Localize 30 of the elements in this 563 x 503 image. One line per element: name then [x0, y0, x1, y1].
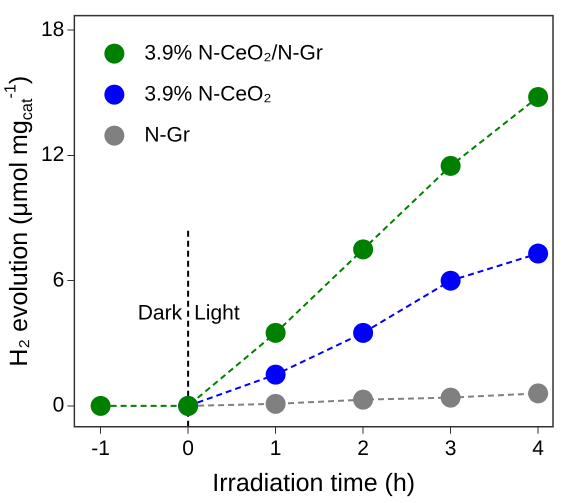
x-tick-label: 2: [357, 437, 369, 460]
legend-label: 3.9% N-CeO₂: [144, 82, 272, 106]
y-axis-title: H₂ evolution (μmol mgcat-1): [2, 76, 36, 367]
y-tick-label: 18: [41, 18, 64, 42]
y-tick-label: 0: [52, 394, 64, 417]
legend-label: 3.9% N-CeO₂/N-Gr: [144, 41, 323, 64]
x-axis-title: Irradiation time (h): [212, 468, 416, 497]
x-tick-label: 0: [182, 437, 194, 460]
y-tick-label: 6: [52, 268, 64, 292]
x-tick-label: -1: [91, 437, 110, 460]
point: [90, 396, 111, 416]
x-tick-label: 4: [532, 437, 544, 460]
annotation: Light: [194, 302, 240, 325]
point: [440, 388, 461, 408]
point: [353, 239, 374, 260]
point: [353, 322, 374, 343]
point: [528, 383, 548, 404]
point: [266, 394, 286, 414]
x-tick-label: 3: [444, 437, 456, 460]
point: [528, 244, 548, 264]
legend-label: N-Gr: [144, 123, 190, 146]
annotation: Dark: [138, 302, 183, 325]
x-tick-label: 1: [270, 437, 282, 460]
point: [266, 322, 286, 343]
point: [266, 364, 286, 385]
point: [440, 156, 461, 176]
y-tick-label: 12: [41, 143, 64, 166]
point: [528, 87, 548, 108]
point: [353, 390, 374, 410]
point: [440, 270, 461, 291]
